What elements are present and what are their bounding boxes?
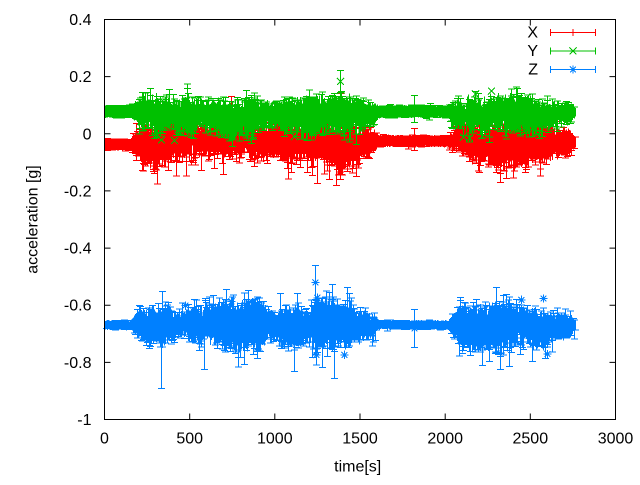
svg-text:0.2: 0.2 bbox=[69, 69, 91, 86]
svg-text:time[s]: time[s] bbox=[334, 459, 381, 476]
svg-text:-1: -1 bbox=[77, 412, 91, 429]
svg-text:2500: 2500 bbox=[513, 431, 549, 448]
svg-text:0.4: 0.4 bbox=[69, 12, 91, 29]
svg-text:500: 500 bbox=[176, 431, 203, 448]
svg-text:Y: Y bbox=[527, 43, 538, 60]
svg-text:-0.8: -0.8 bbox=[64, 355, 92, 372]
svg-text:2000: 2000 bbox=[427, 431, 463, 448]
svg-text:3000: 3000 bbox=[598, 431, 634, 448]
svg-text:X: X bbox=[527, 25, 538, 42]
svg-text:-0.4: -0.4 bbox=[64, 241, 92, 258]
svg-text:-0.6: -0.6 bbox=[64, 298, 92, 315]
svg-text:1500: 1500 bbox=[342, 431, 378, 448]
svg-text:0: 0 bbox=[100, 431, 109, 448]
svg-text:-0.2: -0.2 bbox=[64, 183, 92, 200]
svg-text:0: 0 bbox=[83, 126, 92, 143]
svg-text:1000: 1000 bbox=[257, 431, 293, 448]
svg-text:acceleration [g]: acceleration [g] bbox=[25, 165, 42, 274]
svg-text:Z: Z bbox=[528, 62, 538, 79]
